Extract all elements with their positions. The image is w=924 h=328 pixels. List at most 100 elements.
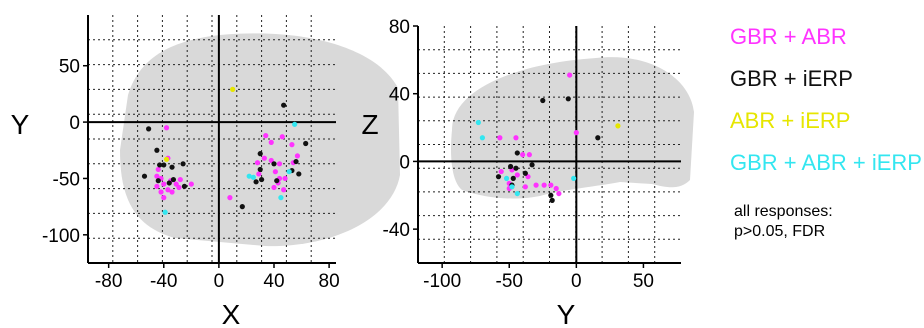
data-point-gbr-abr [548,182,554,188]
y-tick-label: 40 [389,85,410,106]
x-tick-label: 0 [214,271,225,292]
data-point-gbr-abr [282,175,288,182]
legend: GBR + ABR GBR + iERP ABR + iERP GBR + AB… [730,24,922,240]
data-point-gbr-ierp [281,102,287,108]
x-tick-label: 40 [263,271,284,292]
data-point-gbr-ierp [293,158,299,165]
data-point-gbr-abr [497,135,503,141]
data-point-gbr-ierp [507,163,514,170]
data-point-gbr-abr [271,184,277,191]
sagittal-axes [417,26,681,264]
data-point-gbr-ierp [548,192,554,198]
axial-points [141,86,309,215]
data-point-gbr-abr [281,187,287,193]
data-point-gbr-abr [533,182,539,188]
y-tick-label: 0 [69,113,80,134]
x-tick-label: -80 [95,271,122,292]
data-point-gbr-abr [272,169,278,175]
data-point-gbr-abr [573,130,579,136]
sagittal-points [475,72,621,203]
data-point-gbr-abr [553,185,559,192]
x-tick-label: -50 [496,271,523,292]
data-point-gbr-ierp [170,176,177,183]
data-point-gbr-abr [227,195,233,201]
significance-note-line2: p>0.05, FDR [734,223,825,240]
y-tick-label: -100 [42,226,80,247]
data-point-gbr-ierp [510,175,516,181]
data-point-gbr-abr [254,160,261,166]
y-tick-label: 50 [59,57,80,78]
data-point-gbr-ierp [540,97,546,104]
data-point-gbr-abr [513,135,519,141]
data-point-gbr-abr [161,195,167,201]
data-point-gbr-abr [526,152,532,158]
data-point-gbr-abr-ierp [250,174,256,180]
data-point-gbr-abr [279,134,285,140]
data-point-gbr-ierp [239,204,245,210]
sagittal-grid [418,26,681,263]
data-point-gbr-ierp [271,161,277,167]
data-point-gbr-ierp [296,171,302,177]
x-tick-label: 0 [571,271,582,292]
axial-grid [88,15,336,263]
axial-ticks: -80 -40 0 40 80 50 0 -50 -100 [42,57,340,292]
data-point-abr-ierp [230,86,236,92]
data-point-gbr-ierp [146,126,152,132]
data-point-gbr-abr [263,133,269,139]
data-point-gbr-abr [261,155,267,161]
legend-entry-gbr-abr-ierp: GBR + ABR + iERP [730,150,922,175]
sagittal-brain-outline [451,57,694,199]
data-point-gbr-abr [514,172,520,178]
data-point-gbr-abr [161,181,167,187]
data-point-abr-ierp [163,156,170,162]
data-point-gbr-ierp [257,166,263,173]
data-point-gbr-ierp [181,183,188,189]
data-point-gbr-ierp [514,150,520,156]
y-tick-label: 0 [399,152,410,173]
data-point-gbr-abr [154,173,160,179]
data-point-gbr-abr [177,176,183,183]
data-point-gbr-abr [520,152,526,158]
sagittal-x-axis-label: Y [557,299,576,328]
data-point-gbr-ierp [180,161,186,167]
data-point-gbr-abr-ierp [514,190,520,197]
axial-y-axis-label: Y [11,109,30,140]
x-tick-label: -40 [150,271,177,292]
axial-brain-outline [120,33,400,247]
axial-panel: -80 -40 0 40 80 50 0 -50 -100 X Y [11,15,400,328]
x-tick-label: -100 [423,271,461,292]
data-point-gbr-ierp [166,180,172,186]
x-tick-label: 50 [633,271,654,292]
data-point-gbr-ierp [495,174,502,180]
data-point-gbr-abr [169,189,175,195]
significance-note-line1: all responses: [734,203,833,220]
y-tick-label: -40 [383,220,410,241]
data-point-gbr-ierp [141,173,148,179]
data-point-gbr-ierp [303,140,309,147]
legend-entry-abr-ierp: ABR + iERP [730,108,850,133]
data-point-gbr-abr [556,190,562,197]
data-point-gbr-ierp [513,165,519,171]
data-point-gbr-abr [188,181,194,187]
data-point-gbr-abr [522,184,528,190]
data-point-gbr-abr-ierp [509,184,515,190]
data-point-gbr-abr-ierp [162,209,168,215]
data-point-gbr-abr [176,184,182,191]
data-point-gbr-ierp [161,162,167,168]
sagittal-ticks: -100 -50 0 50 80 40 0 -40 [383,17,654,292]
y-tick-label: -50 [53,169,80,190]
data-point-gbr-ierp [549,197,555,203]
data-point-gbr-ierp [529,162,535,168]
data-point-abr-ierp [615,123,621,129]
data-point-gbr-abr-ierp [286,169,292,175]
data-point-gbr-abr [268,139,274,145]
data-point-gbr-abr [541,182,547,188]
data-point-gbr-ierp [157,162,163,168]
data-point-gbr-abr-ierp [503,175,510,181]
data-point-gbr-ierp [565,96,571,102]
data-point-gbr-abr [567,72,573,78]
data-point-gbr-ierp [155,178,161,184]
data-point-gbr-abr [498,168,504,175]
legend-entry-gbr-abr: GBR + ABR [730,24,847,49]
